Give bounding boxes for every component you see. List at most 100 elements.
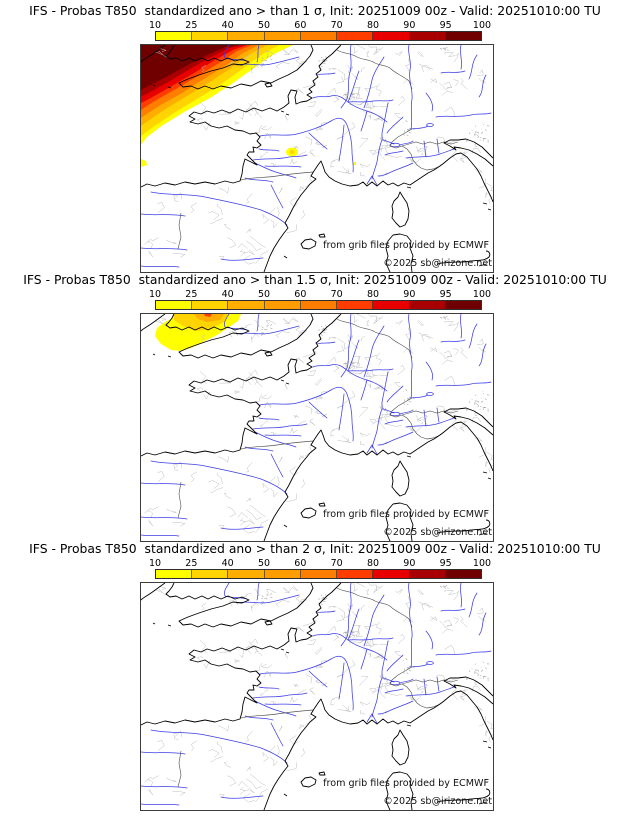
colorbar-segment [300, 301, 338, 309]
colorbar-segment [264, 570, 301, 578]
colorbar-tick: 40 [221, 558, 234, 569]
map-panel: from grib files provided by ECMWF ©2025 … [140, 39, 497, 273]
colorbar-tick: 80 [366, 20, 380, 31]
colorbar-tick: 10 [148, 289, 162, 300]
attribution-copyright: ©2025 sb@irizone.net [383, 527, 492, 538]
colorbar-segment [373, 301, 410, 309]
coastlines-layer [140, 44, 494, 273]
colorbar-segment [409, 301, 446, 309]
probability-shading-layer [155, 314, 241, 351]
country-borders-layer [177, 318, 459, 519]
panel-title: IFS - Probas T850 standardized ano > tha… [29, 3, 601, 18]
colorbar-tick: 95 [439, 558, 452, 569]
colorbar-segment [445, 301, 481, 309]
colorbar-segment [337, 301, 374, 309]
colorbar-tick: 60 [294, 289, 307, 300]
attribution-copyright: ©2025 sb@irizone.net [383, 258, 492, 269]
admin-boundaries-layer [144, 308, 497, 534]
map-svg: from grib files provided by ECMWF ©2025 … [140, 39, 497, 273]
colorbar-tick: 25 [185, 289, 198, 300]
map-panel: from grib files provided by ECMWF ©2025 … [140, 308, 497, 542]
colorbar-tick: 50 [257, 558, 271, 569]
colorbar-gradient [155, 300, 482, 310]
anomaly-probability-region [204, 314, 212, 317]
colorbar: 10 25 40 50 60 70 80 90 95 100 [149, 558, 491, 579]
attribution-source: from grib files provided by ECMWF [323, 240, 489, 251]
colorbar-tick: 80 [366, 289, 380, 300]
colorbar-tick: 100 [472, 558, 492, 569]
anomaly-probability-region [141, 45, 239, 90]
map-svg: from grib files provided by ECMWF ©2025 … [140, 308, 497, 542]
colorbar-segment [300, 570, 338, 578]
colorbar: 10 25 40 50 60 70 80 90 95 100 [149, 20, 491, 41]
map-panel: from grib files provided by ECMWF ©2025 … [140, 577, 497, 811]
colorbar-tick: 50 [257, 289, 271, 300]
colorbar-segment [228, 301, 265, 309]
colorbar-segment [264, 32, 301, 40]
colorbar-tick: 10 [148, 20, 162, 31]
colorbar-segment [337, 570, 374, 578]
colorbar-tick: 50 [257, 20, 271, 31]
attribution-copyright: ©2025 sb@irizone.net [383, 796, 492, 807]
colorbar-tick: 90 [403, 20, 416, 31]
colorbar-segment [228, 32, 265, 40]
colorbar-tick: 80 [366, 558, 380, 569]
colorbar-tick: 90 [403, 289, 416, 300]
panel-sigma-1: IFS - Probas T850 standardized ano > tha… [0, 3, 630, 273]
panel-sigma-1-5: IFS - Probas T850 standardized ano > tha… [0, 272, 630, 542]
rivers-layer [140, 44, 492, 268]
colorbar-tick: 95 [439, 289, 452, 300]
colorbar-tick: 95 [439, 20, 452, 31]
admin-boundaries-layer [144, 39, 497, 265]
rivers-layer [140, 582, 492, 806]
colorbar-tick: 70 [330, 558, 343, 569]
colorbar-tick: 60 [294, 558, 307, 569]
panel-title: IFS - Probas T850 standardized ano > tha… [23, 272, 607, 287]
colorbar-tick: 90 [403, 558, 416, 569]
attribution-source: from grib files provided by ECMWF [323, 778, 489, 789]
colorbar-gradient [155, 569, 482, 579]
attribution-source: from grib files provided by ECMWF [323, 509, 489, 520]
colorbar-segment [192, 570, 229, 578]
colorbar-tick: 25 [185, 20, 198, 31]
colorbar-tick: 70 [330, 289, 343, 300]
colorbar-segment [373, 32, 410, 40]
map-svg: from grib files provided by ECMWF ©2025 … [140, 577, 497, 811]
colorbar-segment [192, 301, 229, 309]
colorbar-tick: 10 [148, 558, 162, 569]
colorbar-tick: 100 [472, 20, 492, 31]
anomaly-probability-region [141, 159, 147, 167]
colorbar-tick: 40 [221, 20, 234, 31]
panel-title: IFS - Probas T850 standardized ano > tha… [29, 541, 601, 556]
colorbar-tick: 70 [330, 20, 343, 31]
anomaly-probability-region [353, 162, 356, 165]
colorbar-gradient [155, 31, 482, 41]
colorbar-tick: 60 [294, 20, 307, 31]
colorbar-segment [373, 570, 410, 578]
colorbar-segment [409, 570, 446, 578]
colorbar-segment [228, 570, 265, 578]
weather-probability-page: IFS - Probas T850 standardized ano > tha… [0, 3, 630, 811]
colorbar-segment [445, 32, 481, 40]
anomaly-probability-region [289, 150, 295, 154]
colorbar-segment [264, 301, 301, 309]
colorbar-segment [445, 570, 481, 578]
coastlines-layer [140, 582, 494, 811]
colorbar-segment [300, 32, 338, 40]
colorbar-segment [156, 301, 193, 309]
colorbar-tick-labels: 10 25 40 50 60 70 80 90 95 100 [149, 289, 491, 300]
panel-sigma-2: IFS - Probas T850 standardized ano > tha… [0, 541, 630, 811]
country-borders-layer [177, 587, 459, 788]
colorbar: 10 25 40 50 60 70 80 90 95 100 [149, 289, 491, 310]
colorbar-segment [156, 32, 193, 40]
colorbar-segment [409, 32, 446, 40]
admin-boundaries-layer [144, 577, 497, 803]
colorbar-segment [192, 32, 229, 40]
colorbar-tick: 25 [185, 558, 198, 569]
coastlines-layer [140, 313, 494, 542]
colorbar-tick-labels: 10 25 40 50 60 70 80 90 95 100 [149, 558, 491, 569]
colorbar-segment [156, 570, 193, 578]
probability-shading-layer [141, 45, 356, 167]
country-borders-layer [177, 49, 459, 250]
colorbar-segment [337, 32, 374, 40]
